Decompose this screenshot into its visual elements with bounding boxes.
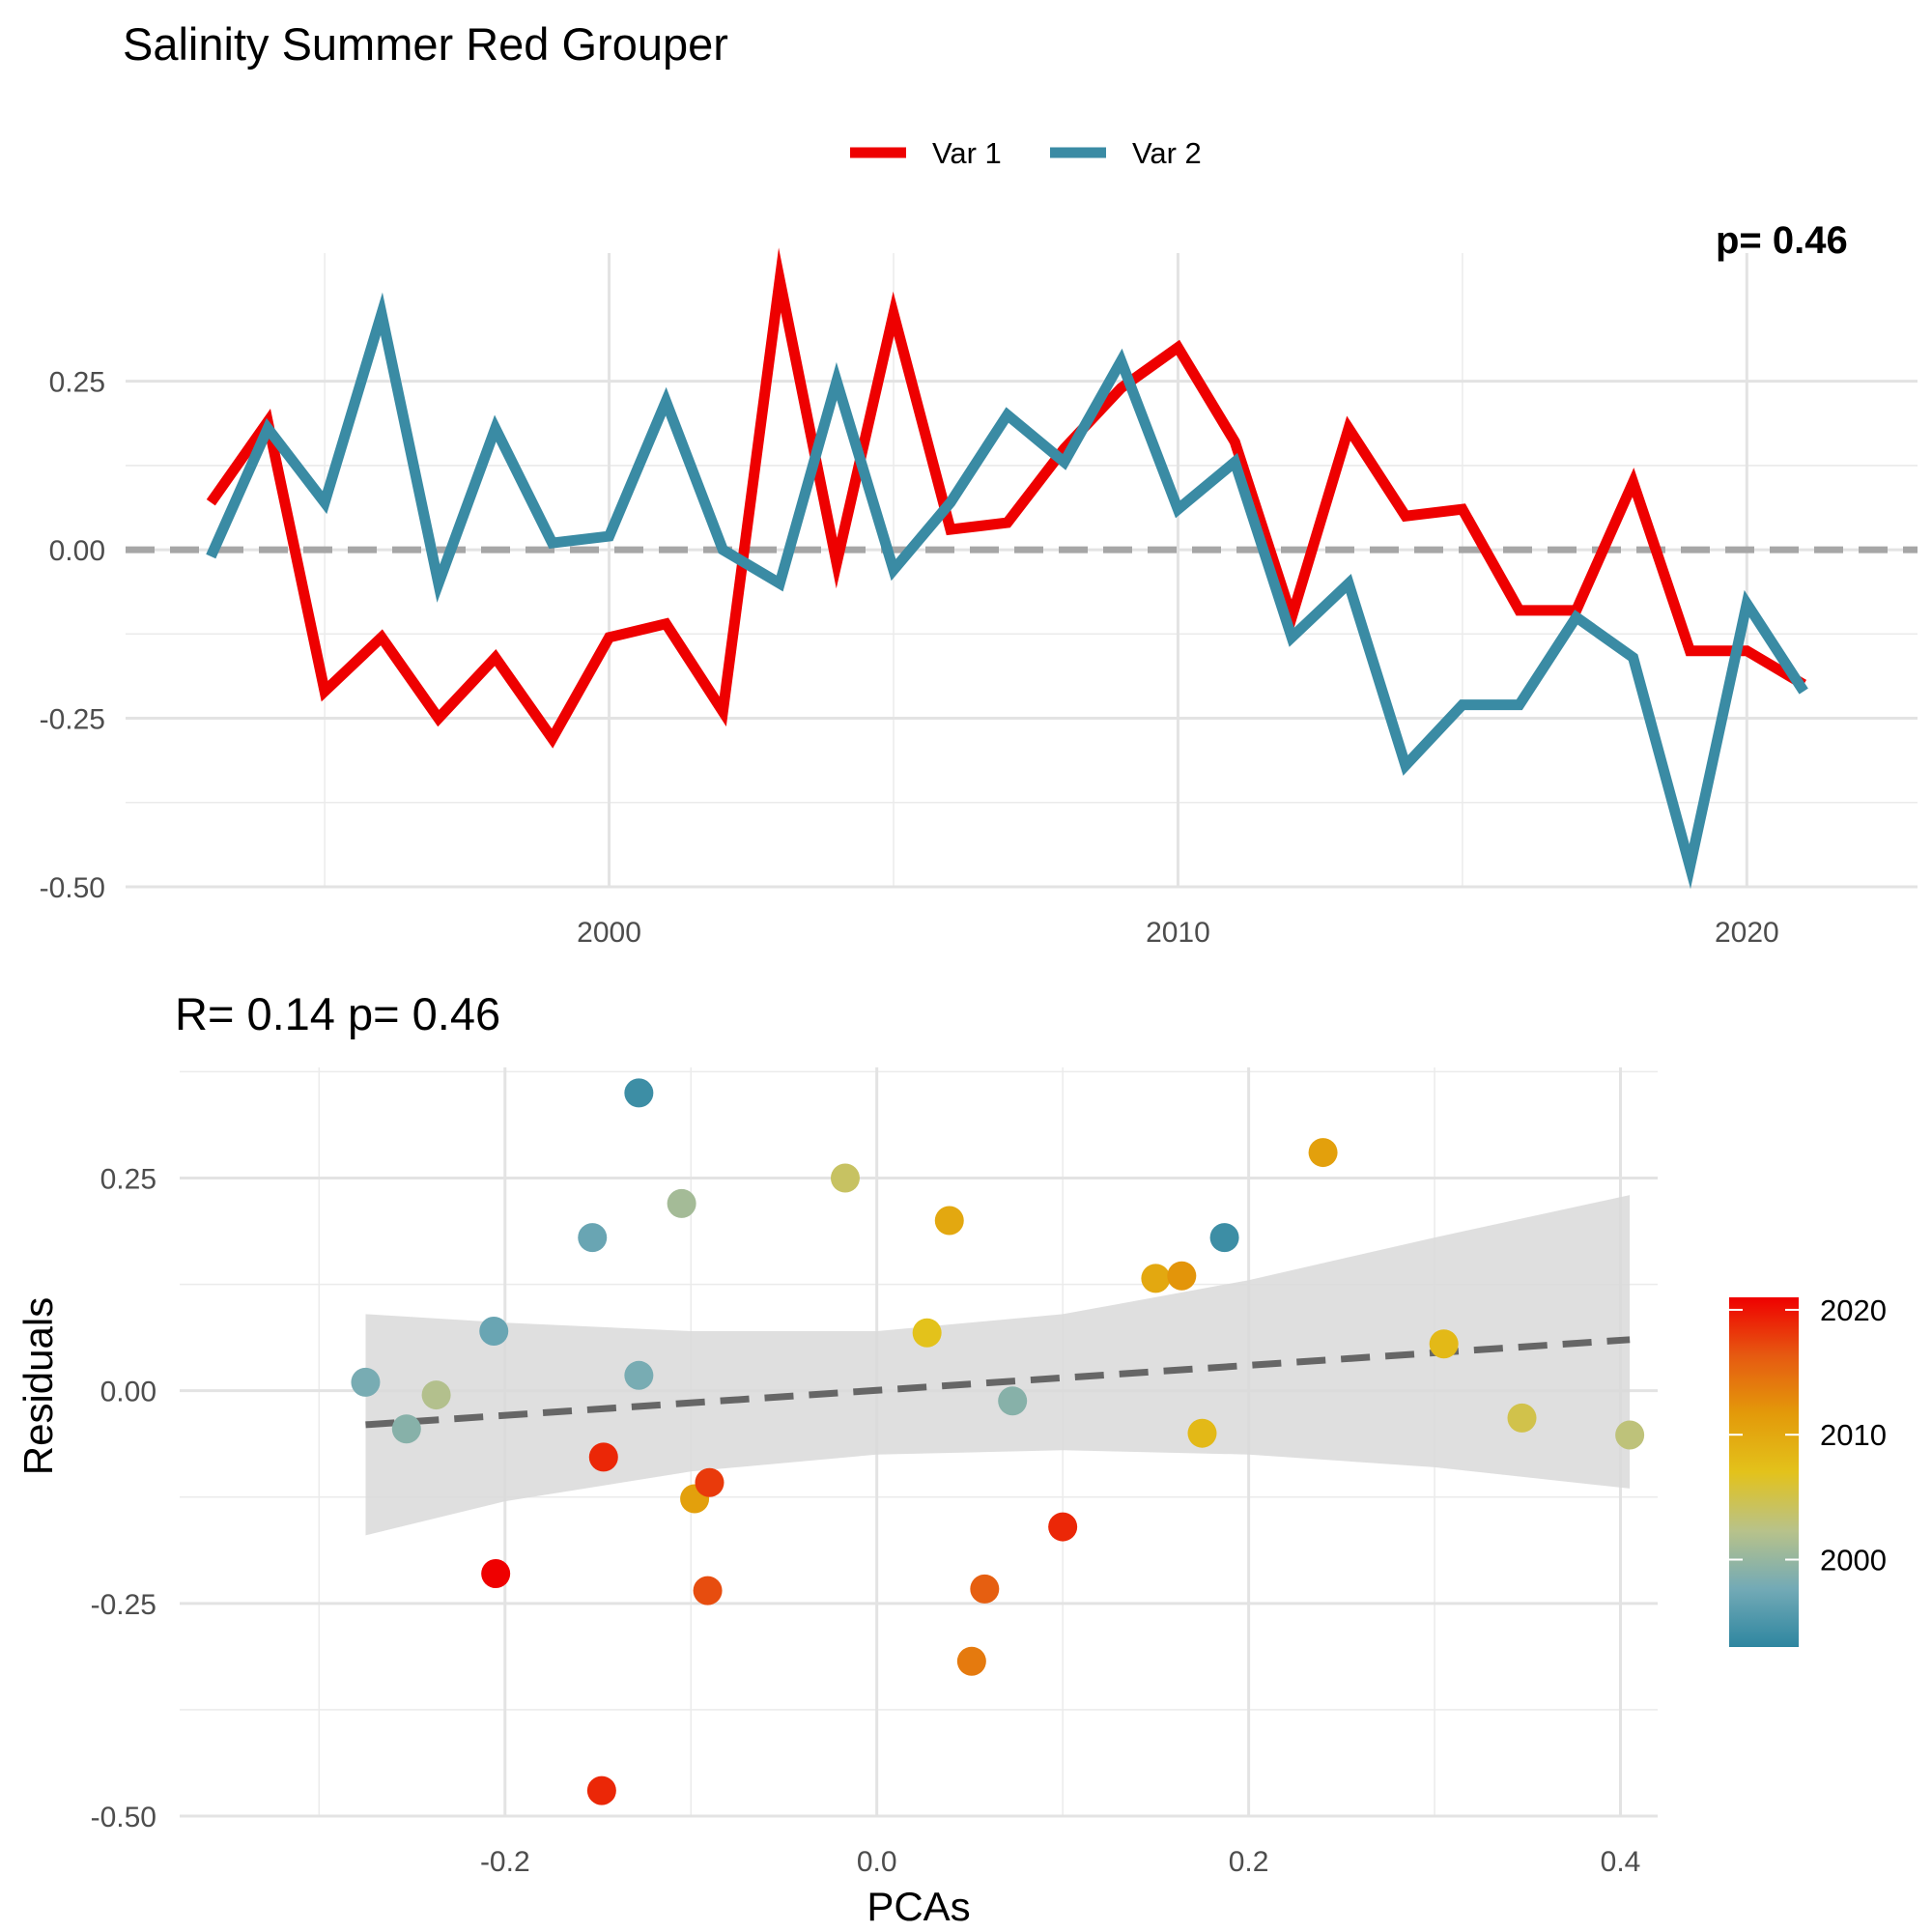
scatter-point	[588, 1442, 618, 1472]
bottom-trend-line	[365, 1336, 1631, 1429]
confidence-band-area	[365, 1195, 1631, 1536]
scatter-point	[695, 1467, 724, 1497]
scatter-point	[624, 1078, 654, 1108]
scatter-point	[1141, 1264, 1171, 1293]
legend-label-var-2: Var 2	[1132, 136, 1202, 170]
series-line-var-1	[206, 247, 1807, 749]
colorbar: 2000 2010 2020	[1729, 1293, 1887, 1647]
scatter-point	[956, 1646, 986, 1676]
bottom-y-tick-label: -0.25	[91, 1589, 156, 1621]
top-corner-annotation: p= 0.46	[1716, 219, 1848, 262]
top-legend: Var 1 Var 2	[850, 136, 1202, 170]
scatter-point	[1429, 1329, 1459, 1359]
bottom-y-axis-title: Residuals	[15, 1297, 61, 1475]
colorbar-tick-label: 2020	[1820, 1293, 1887, 1327]
top-y-tick-label: 0.00	[49, 535, 105, 567]
top-y-tick-label: -0.25	[40, 704, 105, 736]
top-y-tick-label: -0.50	[40, 872, 105, 904]
bottom-y-tick-label: 0.00	[100, 1377, 156, 1408]
bottom-chart-title: R= 0.14 p= 0.46	[175, 988, 500, 1039]
top-axis-labels: -0.50 -0.25 0.00 0.25 2000 2010 2020	[40, 367, 1779, 949]
scatter-point	[1209, 1223, 1239, 1253]
top-grid	[126, 253, 1918, 889]
top-x-tick-label: 2010	[1146, 917, 1210, 949]
bottom-axis-labels: -0.50 -0.25 0.00 0.25 -0.2 0.0 0.2 0.4	[91, 1163, 1641, 1878]
scatter-point	[1308, 1138, 1338, 1168]
scatter-point	[934, 1206, 964, 1236]
bottom-x-tick-label: 0.2	[1229, 1846, 1269, 1878]
scatter-point	[578, 1223, 608, 1253]
scatter-point	[624, 1360, 654, 1390]
scatter-point	[1187, 1418, 1217, 1448]
regression-trend-line	[365, 1336, 1631, 1429]
bottom-x-tick-label: 0.0	[857, 1846, 897, 1878]
top-series-group	[206, 247, 1808, 890]
bottom-y-tick-label: 0.25	[100, 1163, 156, 1195]
bottom-x-tick-label: 0.4	[1601, 1846, 1641, 1878]
top-chart-title: Salinity Summer Red Grouper	[123, 18, 728, 70]
bottom-confidence-band	[365, 1195, 1631, 1536]
scatter-point	[912, 1318, 942, 1348]
scatter-point	[479, 1317, 509, 1347]
top-x-tick-label: 2020	[1715, 917, 1779, 949]
scatter-point	[391, 1414, 421, 1444]
scatter-point	[970, 1574, 1000, 1604]
top-x-tick-label: 2000	[577, 917, 641, 949]
bottom-x-axis-title: PCAs	[867, 1884, 970, 1929]
scatter-point	[586, 1776, 616, 1805]
scatter-point	[693, 1576, 723, 1605]
colorbar-gradient	[1729, 1297, 1799, 1647]
scatter-point	[667, 1188, 696, 1218]
scatter-point	[351, 1367, 381, 1397]
scatter-point	[1048, 1512, 1078, 1542]
legend-label-var-1: Var 1	[932, 136, 1002, 170]
scatter-point	[1615, 1420, 1645, 1450]
scatter-point	[1167, 1261, 1197, 1291]
scatter-point	[830, 1163, 860, 1193]
top-y-tick-label: 0.25	[49, 367, 105, 399]
scatter-point	[1507, 1403, 1537, 1433]
bottom-points-group	[351, 1078, 1645, 1805]
bottom-x-tick-label: -0.2	[480, 1846, 530, 1878]
series-line-var-2	[206, 292, 1808, 890]
scatter-point	[481, 1559, 511, 1589]
colorbar-tick-label: 2000	[1820, 1544, 1887, 1577]
scatter-point	[998, 1386, 1028, 1416]
bottom-y-tick-label: -0.50	[91, 1802, 156, 1833]
scatter-point	[421, 1380, 451, 1410]
colorbar-tick-label: 2010	[1820, 1418, 1887, 1452]
